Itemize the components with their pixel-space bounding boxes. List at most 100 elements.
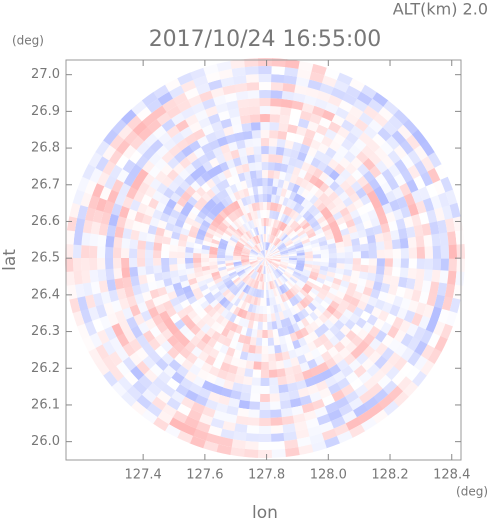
field-cell [284, 189, 293, 199]
field-cell [296, 262, 305, 267]
field-cell [323, 329, 335, 341]
field-cell [317, 361, 329, 374]
field-cell [180, 126, 194, 139]
field-cell [258, 417, 271, 427]
field-cell [367, 296, 378, 308]
field-cell [376, 258, 386, 267]
field-cell [182, 285, 192, 294]
field-cell [249, 287, 256, 296]
field-cell [217, 251, 226, 256]
field-cell [265, 258, 272, 263]
field-cell [260, 377, 270, 386]
field-cell [85, 206, 96, 222]
field-cell [257, 321, 263, 330]
field-cell [111, 178, 124, 193]
field-cell [229, 447, 245, 457]
field-cell [297, 444, 314, 456]
field-cell [222, 354, 233, 365]
field-cell [201, 219, 211, 228]
field-cell [121, 247, 130, 258]
field-cell [304, 305, 314, 315]
field-cell [372, 281, 383, 292]
field-cell [226, 159, 236, 169]
field-cell [314, 228, 324, 236]
field-cell [197, 228, 207, 237]
field-cell [345, 112, 360, 126]
field-cell [218, 244, 227, 250]
field-cell [387, 284, 398, 296]
field-cell [293, 224, 302, 233]
field-cell [88, 257, 98, 271]
field-cell [259, 251, 265, 258]
field-cell [325, 275, 335, 283]
field-cell [360, 243, 369, 252]
field-cell [312, 284, 322, 293]
field-cell [128, 257, 138, 268]
field-cell [320, 350, 333, 363]
field-cell [293, 193, 302, 203]
field-cell [176, 403, 192, 417]
field-cell [350, 125, 364, 139]
field-cell [336, 258, 346, 264]
field-cell [348, 397, 364, 411]
field-cell [420, 140, 435, 157]
field-cell [257, 265, 262, 273]
field-cell [271, 321, 278, 330]
field-cell [261, 337, 269, 346]
field-cell [290, 149, 300, 160]
field-cell [256, 264, 261, 272]
field-cell [84, 179, 98, 196]
field-cell [270, 90, 284, 99]
field-cell [265, 258, 266, 267]
field-cell [135, 346, 149, 361]
field-cell [191, 314, 202, 325]
field-cell [389, 304, 401, 317]
field-cell [272, 328, 279, 338]
field-cell [69, 297, 81, 314]
field-cell [221, 235, 230, 242]
field-cell [217, 394, 231, 406]
field-cell [336, 72, 354, 86]
field-cell [98, 222, 109, 236]
field-cell [238, 106, 251, 117]
field-cell [259, 242, 263, 251]
field-cell [142, 213, 153, 225]
field-cell [309, 174, 319, 186]
field-cell [314, 188, 325, 199]
field-cell [326, 215, 336, 225]
field-cell [358, 131, 373, 146]
field-cell [292, 92, 307, 103]
field-cell [278, 265, 287, 271]
field-cell [240, 114, 252, 125]
field-cell [108, 289, 119, 303]
field-cell [109, 134, 125, 150]
field-cell [232, 232, 241, 240]
field-cell [126, 114, 143, 131]
field-cell [234, 247, 243, 252]
field-cell [215, 181, 226, 192]
field-cell [253, 246, 260, 253]
field-cell [274, 312, 281, 322]
field-cell [406, 134, 421, 151]
field-cell [255, 289, 260, 298]
field-cell [259, 89, 272, 99]
field-cell [283, 206, 290, 215]
field-cell [81, 244, 90, 258]
field-cell [305, 87, 320, 99]
field-cell [289, 356, 300, 367]
field-cell [231, 439, 246, 449]
field-cell [193, 247, 202, 254]
field-cell [218, 296, 228, 306]
field-cell [277, 267, 285, 274]
field-cell [92, 292, 104, 307]
field-cell [226, 281, 235, 289]
field-cell [307, 290, 317, 300]
field-cell [212, 146, 224, 158]
field-cell [289, 276, 298, 284]
field-cell [277, 376, 288, 386]
field-cell [218, 68, 234, 80]
field-cell [248, 239, 256, 247]
field-cell [118, 319, 131, 334]
field-cell [298, 276, 308, 284]
subtitle: ALT(km) 2.0 [393, 0, 488, 19]
